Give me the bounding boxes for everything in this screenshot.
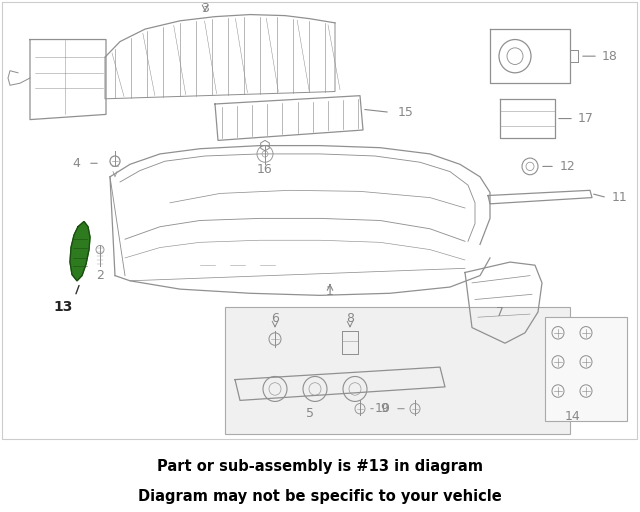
Text: 17: 17: [578, 112, 594, 125]
Text: 7: 7: [496, 306, 504, 318]
Text: 11: 11: [612, 191, 628, 204]
Text: 15: 15: [398, 106, 414, 119]
Text: 5: 5: [306, 408, 314, 420]
Text: 14: 14: [565, 410, 581, 422]
Text: 3: 3: [201, 2, 209, 15]
Text: 18: 18: [602, 50, 618, 62]
Text: 9: 9: [380, 402, 388, 415]
Bar: [225, 307, 570, 434]
Text: 1: 1: [326, 285, 334, 297]
Text: 6: 6: [271, 312, 279, 325]
Text: 2: 2: [96, 269, 104, 282]
Text: 12: 12: [560, 160, 576, 173]
Text: 13: 13: [53, 300, 73, 314]
Text: 8: 8: [346, 312, 354, 325]
Text: Part or sub-assembly is #13 in diagram: Part or sub-assembly is #13 in diagram: [157, 459, 483, 474]
Bar: [545, 317, 627, 421]
Text: 10: 10: [375, 402, 391, 415]
Text: 16: 16: [257, 163, 273, 176]
Polygon shape: [70, 222, 90, 281]
Text: Diagram may not be specific to your vehicle: Diagram may not be specific to your vehi…: [138, 489, 502, 504]
Text: 4: 4: [72, 157, 80, 170]
